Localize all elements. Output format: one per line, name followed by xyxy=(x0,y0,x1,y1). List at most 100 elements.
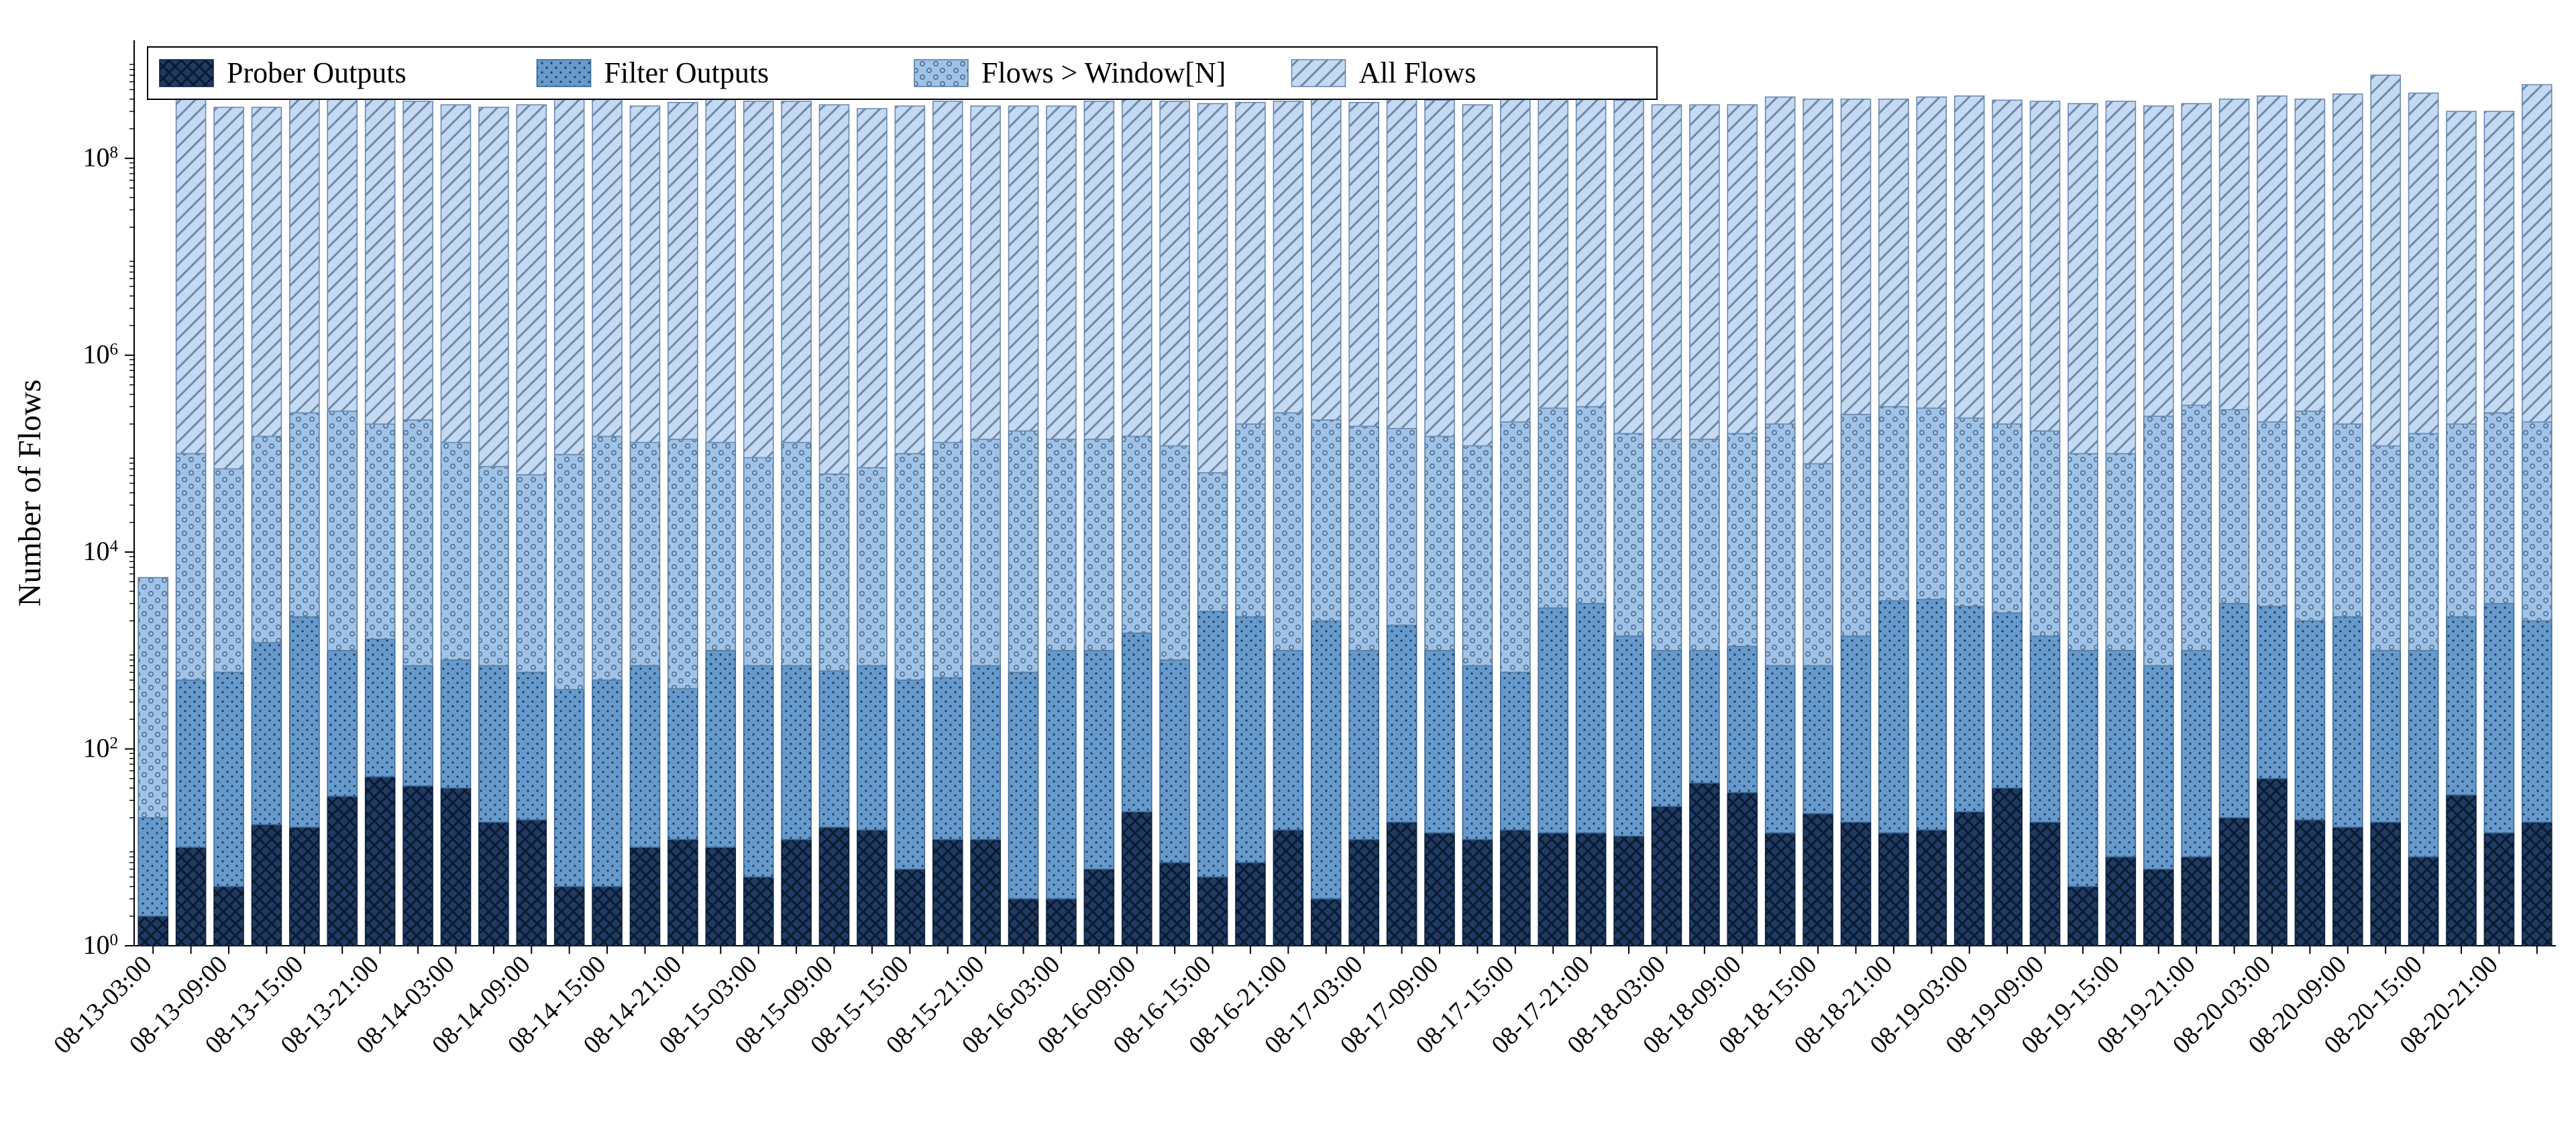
bar-segment-all-flows xyxy=(2068,103,2098,453)
bar-segment-prober-outputs xyxy=(479,822,508,946)
bar-segment-all-flows xyxy=(290,99,319,413)
bar-segment-flows-gt-window xyxy=(479,466,508,665)
bar-segment-flows-gt-window xyxy=(1311,420,1341,621)
bar-segment-all-flows xyxy=(820,105,849,474)
bar-segment-prober-outputs xyxy=(327,796,357,946)
bar-segment-filter-outputs xyxy=(555,690,584,886)
bar-segment-flows-gt-window xyxy=(1349,426,1379,650)
bar-segment-filter-outputs xyxy=(1955,606,1984,812)
bar-segment-filter-outputs xyxy=(1879,601,1909,833)
bar-segment-prober-outputs xyxy=(1387,822,1417,946)
bar-segment-flows-gt-window xyxy=(403,420,433,665)
y-tick-label: 100 xyxy=(83,930,119,960)
bar-segment-all-flows xyxy=(1879,99,1909,407)
bar-segment-prober-outputs xyxy=(290,827,319,946)
bar-segment-prober-outputs xyxy=(971,840,1000,946)
bar-segment-flows-gt-window xyxy=(1273,413,1303,650)
bar-segment-prober-outputs xyxy=(1501,830,1530,946)
bar-segment-prober-outputs xyxy=(2371,822,2400,946)
y-axis-label: Number of Flows xyxy=(12,380,48,607)
bar-segment-flows-gt-window xyxy=(1841,415,1870,636)
bar-segment-filter-outputs xyxy=(2106,651,2135,857)
bar-segment-flows-gt-window xyxy=(1690,439,1719,651)
bar-segment-all-flows xyxy=(2031,101,2060,431)
bar-segment-all-flows xyxy=(1084,101,1114,439)
bar-segment-flows-gt-window xyxy=(1236,424,1265,616)
y-tick-label: 106 xyxy=(83,339,119,370)
bar-segment-filter-outputs xyxy=(2144,666,2174,869)
bar-segment-prober-outputs xyxy=(820,827,849,946)
bar-segment-all-flows xyxy=(1766,97,1795,424)
bar-segment-all-flows xyxy=(668,103,698,439)
bar-segment-filter-outputs xyxy=(479,666,508,822)
bar-segment-prober-outputs xyxy=(1652,806,1681,946)
bar-segment-all-flows xyxy=(2257,96,2287,422)
bar-segment-flows-gt-window xyxy=(2031,431,2060,636)
bar-segment-all-flows xyxy=(1198,103,1228,472)
bar-segment-flows-gt-window xyxy=(971,439,1000,666)
bar-segment-flows-gt-window xyxy=(933,443,963,678)
bar-segment-all-flows xyxy=(2220,99,2249,410)
bar-segment-filter-outputs xyxy=(1614,636,1644,836)
bar-segment-all-flows xyxy=(214,107,244,469)
bar-segment-filter-outputs xyxy=(138,818,168,916)
bar-segment-all-flows xyxy=(1992,100,2022,424)
bar-segment-all-flows xyxy=(1349,103,1379,427)
bar-segment-flows-gt-window xyxy=(1614,433,1644,636)
chart-container: 100102104106108Number of Flows08-13-03:0… xyxy=(0,0,2576,1147)
bar-segment-all-flows xyxy=(2295,99,2324,411)
bar-segment-prober-outputs xyxy=(1311,899,1341,946)
bar-segment-prober-outputs xyxy=(555,887,584,946)
bar-segment-prober-outputs xyxy=(214,887,244,946)
bar-segment-filter-outputs xyxy=(2409,651,2438,857)
bar-segment-filter-outputs xyxy=(1198,611,1228,877)
bar-segment-flows-gt-window xyxy=(2068,453,2098,650)
bar-segment-flows-gt-window xyxy=(744,457,773,665)
bar-segment-filter-outputs xyxy=(744,666,773,877)
bar-segment-flows-gt-window xyxy=(1917,408,1946,599)
bar-segment-filter-outputs xyxy=(1576,604,1606,833)
bar-segment-flows-gt-window xyxy=(138,578,168,818)
bar-segment-flows-gt-window xyxy=(290,413,319,616)
legend-swatch xyxy=(1292,60,1346,87)
bar-segment-flows-gt-window xyxy=(2144,417,2174,666)
bar-segment-prober-outputs xyxy=(1614,836,1644,946)
bar-segment-flows-gt-window xyxy=(782,443,811,666)
bar-segment-all-flows xyxy=(744,101,773,457)
bar-segment-prober-outputs xyxy=(176,847,206,946)
legend-label: Prober Outputs xyxy=(227,56,407,89)
bar-segment-flows-gt-window xyxy=(820,474,849,671)
bar-segment-prober-outputs xyxy=(441,788,470,946)
bar-segment-prober-outputs xyxy=(403,786,433,946)
bar-segment-flows-gt-window xyxy=(1652,439,1681,651)
bar-segment-all-flows xyxy=(1576,97,1606,407)
bar-segment-flows-gt-window xyxy=(2106,453,2135,650)
bar-segment-filter-outputs xyxy=(971,666,1000,840)
bar-segment-all-flows xyxy=(1614,100,1644,433)
bar-segment-flows-gt-window xyxy=(1766,424,1795,665)
bar-segment-prober-outputs xyxy=(2257,779,2287,946)
legend-swatch xyxy=(537,60,591,87)
bar-segment-flows-gt-window xyxy=(366,424,395,639)
bar-segment-all-flows xyxy=(1387,96,1417,429)
bar-segment-prober-outputs xyxy=(1198,877,1228,946)
bar-segment-flows-gt-window xyxy=(2220,410,2249,604)
bar-segment-prober-outputs xyxy=(2484,833,2514,946)
bar-segment-filter-outputs xyxy=(1462,666,1492,840)
bar-segment-all-flows xyxy=(366,99,395,424)
bar-segment-prober-outputs xyxy=(2333,827,2363,946)
bar-segment-prober-outputs xyxy=(1727,793,1757,946)
bar-segment-prober-outputs xyxy=(2447,795,2476,946)
bar-segment-all-flows xyxy=(1425,100,1454,436)
bar-segment-all-flows xyxy=(592,94,622,436)
bar-segment-all-flows xyxy=(1917,97,1946,408)
bar-segment-all-flows xyxy=(630,106,659,442)
bar-segment-all-flows xyxy=(2371,75,2400,446)
bar-segment-flows-gt-window xyxy=(1879,406,1909,600)
bar-segment-filter-outputs xyxy=(2484,604,2514,833)
bar-segment-prober-outputs xyxy=(1009,899,1038,946)
bar-segment-flows-gt-window xyxy=(2409,433,2438,650)
bar-segment-all-flows xyxy=(176,99,206,454)
bar-segment-prober-outputs xyxy=(1462,840,1492,946)
bar-segment-flows-gt-window xyxy=(2484,413,2514,603)
